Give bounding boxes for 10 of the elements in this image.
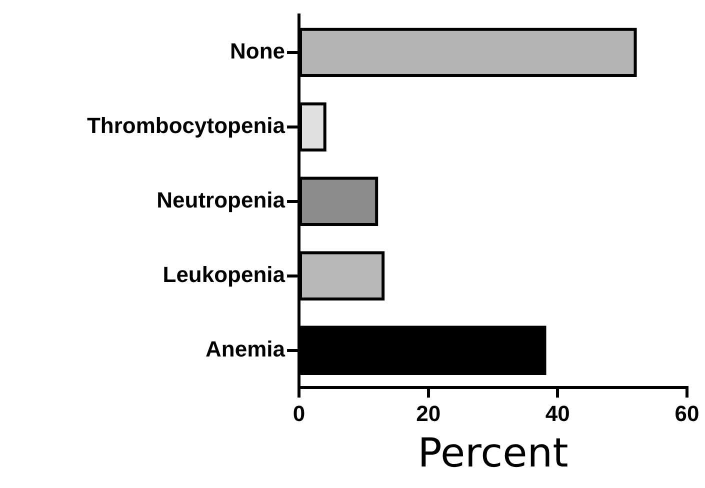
x-tick-label: 0: [292, 400, 306, 426]
y-tick-label: Anemia: [206, 336, 286, 362]
x-tick-label: 40: [545, 400, 570, 426]
x-axis-title: Percent: [418, 430, 568, 476]
y-tick-label: Thrombocytopenia: [86, 112, 286, 138]
y-tick-label: None: [230, 38, 285, 64]
y-tick-label: Leukopenia: [162, 262, 286, 287]
x-tick-label: 20: [416, 400, 441, 426]
y-tick-label: Neutropenia: [156, 187, 286, 212]
x-tick-label: 60: [674, 400, 700, 426]
